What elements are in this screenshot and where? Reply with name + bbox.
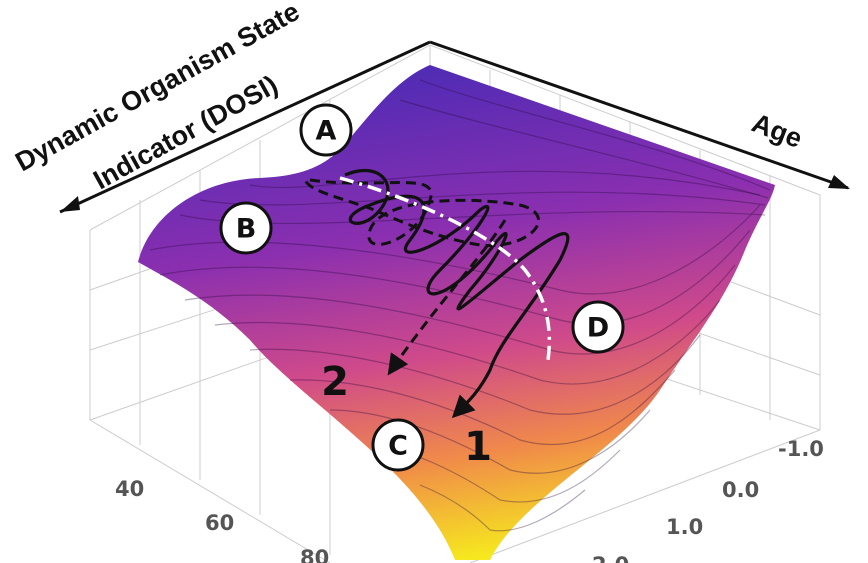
- tick-label: 80: [300, 546, 329, 563]
- marker: A: [299, 103, 353, 157]
- surface: [138, 65, 775, 560]
- tick-label: -1.0: [778, 437, 824, 461]
- trajectory-label: 2: [321, 359, 349, 405]
- marker: B: [219, 201, 273, 255]
- tick-label: 60: [205, 511, 234, 535]
- dosi-label: Indicator (DOSI): [88, 69, 282, 195]
- marker: C: [371, 418, 425, 472]
- marker-label: D: [587, 313, 609, 344]
- axis-arrows: [59, 40, 850, 214]
- trajectory-label: 1: [464, 424, 492, 470]
- marker-label: A: [316, 116, 337, 147]
- marker-label: C: [388, 431, 408, 462]
- marker: D: [571, 300, 625, 354]
- tick-label: 1.0: [666, 515, 703, 539]
- age-label: Age: [748, 108, 806, 154]
- tick-label: 40: [115, 477, 144, 501]
- trajectories: [303, 168, 570, 419]
- tick-label: 2.0: [592, 553, 629, 563]
- marker-label: B: [236, 214, 257, 245]
- tick-label: 0.0: [722, 478, 759, 502]
